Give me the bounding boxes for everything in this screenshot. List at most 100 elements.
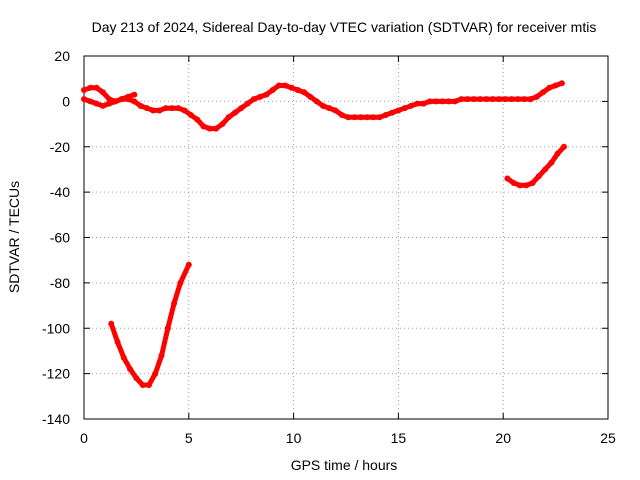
data-point (514, 96, 521, 103)
data-point (131, 91, 138, 98)
data-point (552, 82, 559, 89)
data-point (263, 91, 270, 98)
data-point (554, 150, 561, 157)
data-point (112, 98, 119, 105)
data-point (269, 87, 276, 94)
data-point (282, 82, 289, 89)
y-tick-label: -140 (42, 411, 70, 427)
data-point (464, 96, 471, 103)
data-point (87, 98, 94, 105)
data-point (93, 84, 100, 91)
y-tick-label: -80 (50, 275, 70, 291)
data-point (533, 93, 540, 100)
x-axis-title: GPS time / hours (291, 457, 398, 473)
data-point (433, 98, 440, 105)
data-point (542, 166, 549, 173)
data-point (288, 84, 295, 91)
data-point (139, 381, 146, 388)
data-point (152, 370, 159, 377)
data-point (407, 102, 414, 109)
series-line-4 (504, 144, 567, 188)
data-point (351, 114, 358, 121)
data-point (319, 102, 326, 109)
data-point (187, 111, 194, 118)
data-point (118, 96, 125, 103)
data-point (158, 352, 165, 359)
chart-title: Day 213 of 2024, Sidereal Day-to-day VTE… (92, 19, 597, 35)
data-point (535, 173, 542, 180)
data-point (162, 105, 169, 112)
x-tick-label: 0 (80, 430, 88, 446)
data-point (326, 105, 333, 112)
data-point (99, 102, 106, 109)
data-point (181, 107, 188, 114)
data-point (523, 182, 530, 189)
data-point (156, 107, 163, 114)
x-tick-label: 10 (286, 430, 302, 446)
y-axis-title: SDTVAR / TECUs (6, 181, 22, 293)
y-tick-label: -100 (42, 320, 70, 336)
y-tick-label: 0 (62, 93, 70, 109)
x-tick-label: 20 (495, 430, 511, 446)
data-point (458, 96, 465, 103)
data-point (108, 320, 115, 327)
data-point (114, 338, 121, 345)
data-point (194, 116, 201, 123)
data-point (150, 107, 157, 114)
data-point (231, 109, 238, 116)
data-point (401, 105, 408, 112)
data-point (546, 84, 553, 91)
data-point (357, 114, 364, 121)
data-point (420, 100, 427, 107)
data-point (244, 100, 251, 107)
data-point (127, 366, 134, 373)
data-point (294, 87, 301, 94)
data-point (175, 105, 182, 112)
data-point (540, 89, 547, 96)
data-point (332, 107, 339, 114)
data-point (363, 114, 370, 121)
data-point (185, 261, 192, 268)
data-point (171, 300, 178, 307)
data-point (200, 123, 207, 130)
data-point (106, 96, 113, 103)
x-tick-label: 5 (185, 430, 193, 446)
data-point (489, 96, 496, 103)
data-point (496, 96, 503, 103)
data-point (395, 107, 402, 114)
data-point (451, 98, 458, 105)
y-tick-label: -40 (50, 184, 70, 200)
data-point (548, 159, 555, 166)
data-point (87, 84, 94, 91)
y-tick-label: -60 (50, 230, 70, 246)
data-point (93, 100, 100, 107)
data-point (250, 96, 257, 103)
data-point (470, 96, 477, 103)
y-tick-label: -20 (50, 139, 70, 155)
data-point (225, 114, 232, 121)
data-point (133, 375, 140, 382)
data-point (164, 325, 171, 332)
data-point (504, 175, 511, 182)
data-point (137, 102, 144, 109)
data-point (527, 96, 534, 103)
data-point (376, 114, 383, 121)
data-point (382, 111, 389, 118)
data-point (177, 279, 184, 286)
data-point (213, 125, 220, 132)
data-point (307, 93, 314, 100)
data-point (219, 121, 226, 128)
data-point (426, 98, 433, 105)
data-point (145, 381, 152, 388)
data-point (169, 105, 176, 112)
data-point (510, 180, 517, 187)
data-point (516, 182, 523, 189)
data-point (508, 96, 515, 103)
data-point (313, 98, 320, 105)
data-point (483, 96, 490, 103)
data-point (99, 89, 106, 96)
data-point (275, 82, 282, 89)
data-point (521, 96, 528, 103)
data-point (477, 96, 484, 103)
